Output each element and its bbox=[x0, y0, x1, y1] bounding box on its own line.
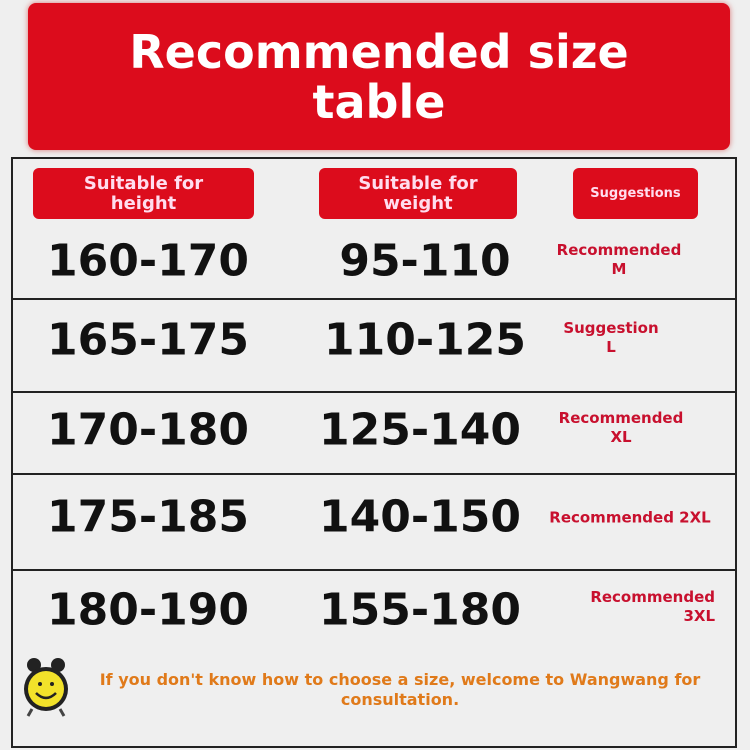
row-divider bbox=[11, 569, 737, 571]
alarm-clock-smiley-icon bbox=[24, 658, 68, 717]
row-1-weight: 95-110 bbox=[339, 235, 511, 287]
header-height: Suitable for height bbox=[33, 168, 254, 219]
page-title: Recommended size table bbox=[129, 24, 629, 129]
row-5-height: 180-190 bbox=[47, 584, 249, 636]
header-weight: Suitable for weight bbox=[319, 168, 517, 219]
row-1-suggestion: Recommended M bbox=[556, 241, 682, 278]
row-2-height: 165-175 bbox=[47, 314, 249, 366]
row-5-weight: 155-180 bbox=[319, 584, 521, 636]
row-divider bbox=[11, 473, 737, 475]
row-2-suggestion: Suggestion L bbox=[563, 319, 659, 356]
row-3-suggestion: Recommended XL bbox=[558, 409, 684, 446]
row-3-height: 170-180 bbox=[47, 404, 249, 456]
header-suggestion: Suggestions bbox=[573, 168, 698, 219]
size-table bbox=[11, 157, 737, 748]
row-divider bbox=[11, 298, 737, 300]
row-4-suggestion: Recommended 2XL bbox=[549, 508, 711, 527]
row-3-weight: 125-140 bbox=[319, 404, 521, 456]
row-4-weight: 140-150 bbox=[319, 491, 521, 543]
row-5-suggestion: Recommended 3XL bbox=[590, 588, 715, 625]
consultation-note: If you don't know how to choose a size, … bbox=[99, 670, 701, 709]
row-1-height: 160-170 bbox=[47, 235, 249, 287]
row-2-weight: 110-125 bbox=[324, 314, 526, 366]
row-divider bbox=[11, 391, 737, 393]
row-4-height: 175-185 bbox=[47, 491, 249, 543]
title-banner: Recommended size table bbox=[28, 3, 730, 150]
